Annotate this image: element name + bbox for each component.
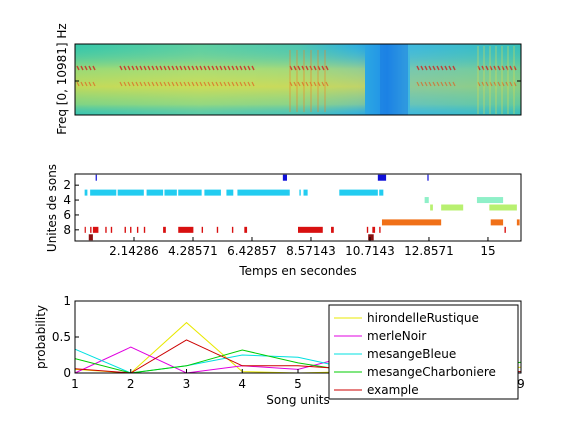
unit-segment xyxy=(476,197,504,204)
spectrogram-image xyxy=(75,44,521,115)
unit-segment xyxy=(237,189,290,196)
prob-xtick-label: 9 xyxy=(517,377,525,391)
legend-box xyxy=(328,304,519,400)
unit-segment xyxy=(368,234,374,241)
unit-segment xyxy=(178,189,202,196)
unit-segment xyxy=(381,219,442,226)
unit-segment xyxy=(95,174,97,181)
unit-segment xyxy=(124,226,126,233)
prob-xtick-label: 2 xyxy=(127,377,135,391)
legend-label: mesangeBleue xyxy=(367,347,456,361)
units-xtick-label: 8.57143 xyxy=(286,244,336,258)
spectrogram-panel: Freq [0, 10981] Hz xyxy=(55,23,522,135)
unit-segment xyxy=(136,226,139,233)
legend-label: mesangeCharboniere xyxy=(367,365,496,379)
unit-segment xyxy=(379,189,384,196)
legend: hirondelleRustique merleNoir mesangeBleu… xyxy=(328,304,519,400)
unit-segment xyxy=(231,226,234,233)
unit-segment xyxy=(130,226,132,233)
unit-segment xyxy=(201,226,204,233)
unit-segment xyxy=(430,204,433,211)
spectrogram-ylabel: Freq [0, 10981] Hz xyxy=(55,23,69,134)
unit-segment xyxy=(489,204,517,211)
unit-segment xyxy=(282,174,287,181)
units-xticks: 2.14286 4.28571 6.42857 8.57143 10.7143 12.85… xyxy=(109,237,496,258)
prob-xtick-label: 4 xyxy=(238,377,246,391)
units-yticks: 2 4 6 8 xyxy=(63,178,79,237)
units-ytick-label: 4 xyxy=(63,193,71,207)
legend-label: merleNoir xyxy=(367,329,426,343)
unit-segment xyxy=(90,189,117,196)
unit-segment xyxy=(339,189,378,196)
unit-segment xyxy=(303,189,308,196)
unit-segment xyxy=(226,189,234,196)
unit-segment xyxy=(298,226,323,233)
unit-segment xyxy=(244,226,248,233)
unit-segment xyxy=(516,219,520,226)
unit-segment xyxy=(146,189,164,196)
unit-segment xyxy=(424,197,429,204)
unit-segments xyxy=(84,174,520,241)
unit-segment xyxy=(90,226,92,233)
unit-segment xyxy=(110,226,113,233)
units-xtick-label: 10.7143 xyxy=(345,244,395,258)
unit-segment xyxy=(427,174,429,181)
units-ytick-label: 2 xyxy=(63,178,71,192)
unit-segment xyxy=(299,189,301,196)
unit-segment xyxy=(88,234,93,241)
units-ylabel: Unites de sons xyxy=(45,164,59,252)
unit-segment xyxy=(164,189,177,196)
unit-segment xyxy=(105,226,107,233)
units-xlabel: Temps en secondes xyxy=(238,264,356,278)
unit-segment xyxy=(366,226,369,233)
prob-ytick-label: 1 xyxy=(63,294,71,308)
unit-segment xyxy=(377,174,387,181)
unit-segment xyxy=(441,204,464,211)
units-ytick-label: 6 xyxy=(63,208,71,222)
unit-segment xyxy=(379,226,381,233)
unit-segment xyxy=(84,226,86,233)
unit-segment xyxy=(84,189,88,196)
unit-segment xyxy=(163,226,166,233)
legend-label: example xyxy=(367,383,419,397)
units-xtick-label: 15 xyxy=(480,244,495,258)
units-xtick-label: 4.28571 xyxy=(168,244,218,258)
unit-segment xyxy=(143,226,146,233)
unit-segment xyxy=(216,226,219,233)
prob-xtick-label: 5 xyxy=(294,377,302,391)
probability-ylabel: probability xyxy=(34,305,48,369)
prob-xtick-label: 1 xyxy=(71,377,79,391)
unit-segment xyxy=(504,226,506,233)
unit-segment xyxy=(372,226,376,233)
units-panel: 2 4 6 8 2.14286 4.28571 6.42857 8.57143 10.7… xyxy=(45,164,522,278)
probability-xlabel: Song units xyxy=(266,393,330,407)
units-xtick-label: 12.8571 xyxy=(404,244,454,258)
unit-segment xyxy=(92,226,99,233)
legend-label: hirondelleRustique xyxy=(367,311,479,325)
units-xtick-label: 2.14286 xyxy=(109,244,159,258)
prob-xtick-label: 3 xyxy=(183,377,191,391)
units-xtick-label: 6.42857 xyxy=(227,244,277,258)
unit-segment xyxy=(204,189,221,196)
probability-panel: 00.51 123456789 probability Song units h… xyxy=(34,294,525,407)
probability-yticks: 00.51 xyxy=(52,294,79,380)
unit-segment xyxy=(331,226,334,233)
units-ytick-label: 8 xyxy=(63,223,71,237)
prob-ytick-label: 0 xyxy=(63,366,71,380)
unit-segment xyxy=(178,226,194,233)
unit-segment xyxy=(117,189,144,196)
prob-ytick-label: 0.5 xyxy=(52,330,71,344)
unit-segment xyxy=(490,219,504,226)
